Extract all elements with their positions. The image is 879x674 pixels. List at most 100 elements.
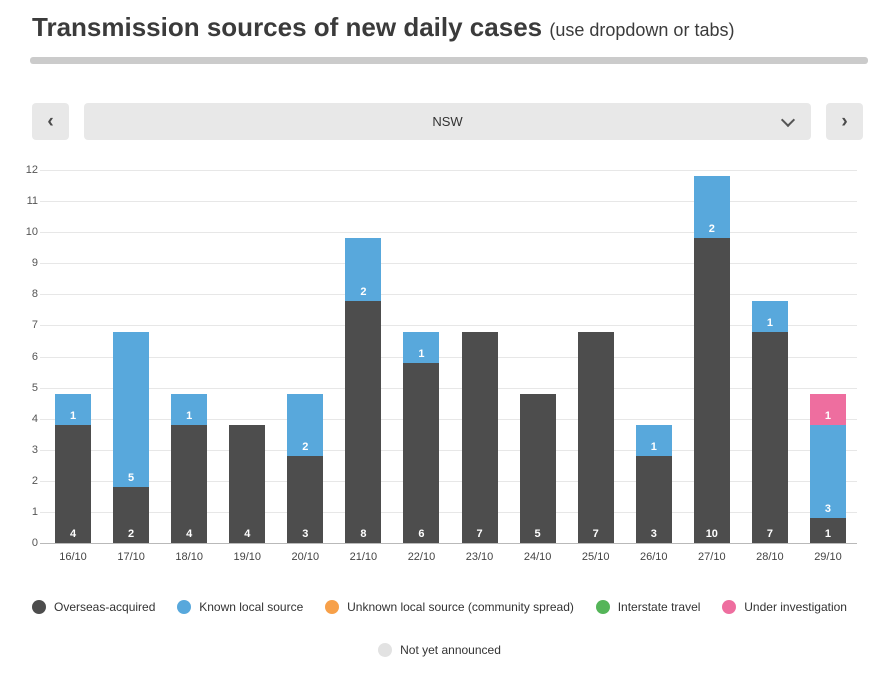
x-axis-tick-label: 22/10	[407, 551, 436, 563]
bar-value-label: 2	[302, 440, 309, 453]
region-dropdown[interactable]: NSW	[84, 103, 811, 140]
x-axis-tick-label: 28/10	[756, 551, 784, 563]
gridline	[40, 418, 857, 420]
bar-segment[interactable]: 1	[751, 300, 788, 332]
gridline	[40, 201, 857, 203]
bar-segment[interactable]: 10	[693, 238, 730, 543]
bar-segment[interactable]: 3	[809, 424, 846, 519]
bar-value-label: 2	[360, 285, 367, 298]
bar-segment[interactable]: 5	[519, 393, 556, 543]
gridline	[40, 356, 857, 358]
y-axis-tick-label: 11	[26, 195, 38, 208]
divider-bar	[30, 57, 868, 64]
bar-value-label: 1	[650, 440, 657, 453]
bar-segment[interactable]: 2	[345, 238, 382, 301]
bar-segment[interactable]: 1	[171, 393, 208, 425]
y-axis-tick-label: 5	[31, 381, 38, 394]
gridline	[40, 325, 857, 327]
x-axis-tick-label: 23/10	[465, 551, 494, 563]
bar-segment[interactable]: 1	[55, 393, 92, 425]
bar-value-label: 10	[705, 527, 718, 540]
legend-item[interactable]: Under investigation	[722, 600, 847, 614]
legend-label: Not yet announced	[400, 643, 501, 657]
legend-marker-icon	[722, 600, 737, 614]
y-axis-tick-label: 7	[31, 319, 38, 332]
bar-value-label: 1	[824, 527, 832, 540]
chevron-right-icon: ›	[841, 110, 848, 132]
prev-region-button[interactable]: ‹	[32, 103, 69, 140]
y-axis-tick-label: 8	[31, 288, 38, 301]
x-axis-tick-label: 20/10	[291, 551, 320, 563]
legend-item[interactable]: Unknown local source (community spread)	[325, 600, 574, 614]
bar-value-label: 1	[766, 316, 773, 329]
y-axis-tick-label: 2	[31, 474, 38, 487]
bar-value-label: 4	[244, 527, 251, 540]
bar-segment[interactable]: 7	[461, 331, 498, 543]
bar-value-label: 2	[128, 527, 135, 540]
legend-marker-icon	[595, 600, 610, 614]
bar-value-label: 4	[186, 527, 193, 540]
bar-value-label: 8	[360, 527, 367, 540]
bar-value-label: 7	[476, 527, 483, 540]
bar-segment[interactable]: 7	[577, 331, 614, 543]
bar-value-label: 5	[128, 472, 135, 485]
y-axis-tick-label: 6	[31, 350, 38, 363]
bar-segment[interactable]: 5	[113, 331, 150, 488]
legend-item[interactable]: Not yet announced	[378, 643, 501, 657]
region-dropdown-value: NSW	[432, 114, 463, 129]
page-title: Transmission sources of new daily cases …	[32, 12, 734, 43]
legend-label: Known local source	[199, 600, 304, 614]
legend-item[interactable]: Overseas-acquired	[32, 600, 155, 614]
chevron-left-icon: ‹	[47, 110, 54, 132]
gridline	[40, 170, 857, 171]
bar-value-label: 3	[650, 527, 657, 540]
x-axis-tick-label: 21/10	[349, 551, 378, 563]
bar-segment[interactable]: 2	[693, 176, 730, 239]
bar-value-label: 2	[708, 223, 715, 236]
legend-row-1: Overseas-acquired Known local source Unkno…	[32, 600, 847, 614]
gridline	[40, 263, 857, 265]
bar-segment[interactable]: 3	[635, 455, 672, 543]
bar-segment[interactable]: 7	[751, 331, 788, 543]
next-region-button[interactable]: ›	[826, 103, 863, 140]
bar-segment[interactable]: 8	[345, 300, 382, 543]
legend-row-2: Not yet announced	[0, 643, 879, 657]
x-axis-tick-label: 16/10	[59, 551, 87, 563]
bar-segment[interactable]: 2	[113, 487, 150, 543]
x-axis-tick-label: 18/10	[175, 551, 203, 563]
legend-label: Unknown local source (community spread)	[347, 600, 574, 614]
legend-item[interactable]: Interstate travel	[595, 600, 701, 614]
bar-segment[interactable]: 1	[809, 518, 846, 543]
bar-value-label: 3	[302, 527, 309, 540]
gridline	[40, 480, 857, 482]
gridline	[40, 294, 857, 296]
bar-segment[interactable]: 1	[635, 424, 672, 456]
legend-label: Overseas-acquired	[54, 600, 156, 614]
bar-value-label: 1	[824, 409, 832, 422]
bar-segment[interactable]: 4	[229, 424, 266, 543]
page-title-main: Transmission sources of new daily cases	[32, 12, 543, 42]
page-title-suffix-text: (use dropdown or tabs)	[549, 20, 735, 40]
legend-item[interactable]: Known local source	[177, 600, 303, 614]
bar-value-label: 7	[592, 527, 599, 540]
bar-value-label: 3	[824, 503, 832, 516]
bar-value-label: 4	[69, 527, 77, 540]
chevron-down-icon	[780, 112, 796, 128]
bar-value-label: 1	[186, 409, 193, 422]
bar-segment[interactable]: 4	[171, 424, 208, 543]
legend-marker-icon	[378, 643, 393, 657]
bar-segment[interactable]: 4	[55, 424, 92, 543]
bar-segment[interactable]: 3	[287, 455, 324, 543]
bar-segment[interactable]: 1	[403, 331, 440, 363]
bar-segment[interactable]: 1	[809, 393, 846, 425]
x-axis-tick-label: 27/10	[698, 551, 726, 563]
gridline	[40, 232, 857, 234]
y-axis-tick-label: 0	[31, 537, 38, 549]
y-axis-tick-label: 9	[31, 257, 38, 270]
bar-segment[interactable]: 2	[287, 393, 324, 456]
y-axis-tick-label: 1	[31, 505, 38, 518]
x-axis-tick-label: 26/10	[639, 551, 668, 563]
bar-segment[interactable]: 6	[403, 362, 440, 543]
legend-label: Interstate travel	[617, 600, 701, 614]
